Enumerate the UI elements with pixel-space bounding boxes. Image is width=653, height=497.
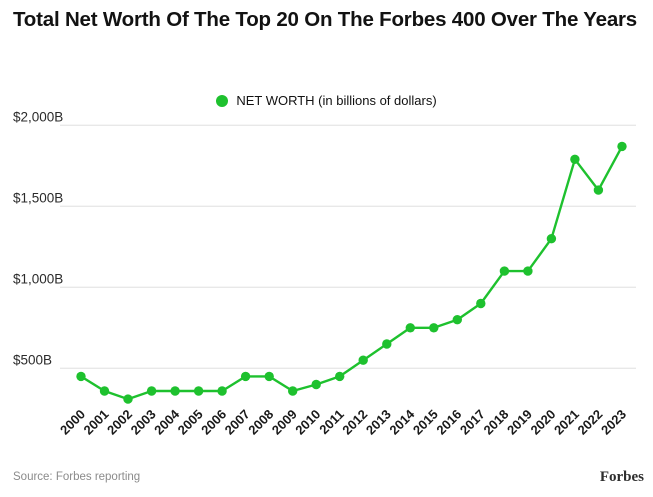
- legend-marker-icon: [216, 94, 229, 107]
- data-point-2018: [499, 266, 510, 276]
- data-point-2010: [311, 379, 321, 390]
- data-point-2000: [76, 371, 86, 382]
- source-note: Source: Forbes reporting: [13, 471, 141, 483]
- x-tick-label-2017: 2017: [457, 407, 488, 438]
- data-point-2014: [405, 323, 415, 333]
- data-point-2020: [546, 234, 557, 244]
- data-point-2013: [382, 339, 392, 349]
- x-tick-label-2004: 2004: [151, 406, 183, 438]
- x-tick-label-2020: 2020: [527, 407, 558, 438]
- x-tick-label-2005: 2005: [175, 407, 206, 438]
- x-tick-label-2010: 2010: [292, 407, 323, 438]
- x-tick-label-2023: 2023: [598, 407, 629, 438]
- data-point-2011: [335, 371, 345, 382]
- y-tick-label-2000: $2,000B: [13, 109, 63, 124]
- data-point-2015: [429, 323, 439, 333]
- data-point-2021: [570, 154, 580, 164]
- x-tick-label-2007: 2007: [222, 407, 253, 438]
- data-point-2019: [523, 266, 533, 276]
- x-tick-label-2000: 2000: [57, 407, 88, 438]
- legend-label: NET WORTH (in billions of dollars): [236, 93, 437, 108]
- x-tick-label-2001: 2001: [81, 407, 112, 438]
- x-tick-label-2015: 2015: [410, 407, 441, 438]
- data-point-2012: [358, 355, 368, 365]
- x-tick-label-2019: 2019: [504, 407, 535, 438]
- x-tick-label-2006: 2006: [198, 407, 229, 438]
- data-point-2001: [99, 386, 110, 396]
- x-tick-label-2011: 2011: [316, 407, 347, 438]
- x-tick-label-2013: 2013: [363, 407, 394, 438]
- data-point-2007: [240, 371, 251, 382]
- data-point-2017: [476, 298, 486, 309]
- data-point-2016: [452, 315, 462, 325]
- data-point-2003: [146, 386, 157, 396]
- x-tick-label-2016: 2016: [433, 407, 464, 438]
- data-point-2005: [193, 386, 204, 396]
- x-tick-label-2022: 2022: [574, 407, 605, 438]
- x-tick-label-2012: 2012: [339, 407, 370, 438]
- x-tick-label-2008: 2008: [245, 407, 276, 438]
- x-tick-label-2018: 2018: [480, 407, 511, 438]
- x-tick-label-2014: 2014: [386, 406, 418, 438]
- data-point-2008: [264, 371, 274, 382]
- x-tick-label-2009: 2009: [269, 407, 300, 438]
- net-worth-line: [79, 145, 624, 401]
- x-tick-label-2021: 2021: [551, 407, 582, 438]
- forbes-logo: Forbes: [599, 469, 644, 485]
- x-tick-label-2003: 2003: [128, 407, 159, 438]
- chart-legend: NET WORTH (in billions of dollars): [0, 93, 653, 108]
- data-point-2004: [170, 386, 180, 396]
- x-tick-label-2002: 2002: [104, 407, 135, 438]
- chart-title: Total Net Worth Of The Top 20 On The For…: [13, 8, 638, 31]
- data-point-2022: [593, 185, 604, 195]
- data-point-2023: [617, 141, 627, 152]
- y-tick-label-1000: $1,000B: [13, 271, 63, 286]
- data-point-2009: [288, 386, 298, 396]
- data-point-2002: [123, 394, 133, 404]
- data-point-2006: [217, 386, 227, 396]
- y-tick-label-1500: $1,500B: [13, 190, 63, 205]
- y-tick-label-500: $500B: [13, 352, 52, 367]
